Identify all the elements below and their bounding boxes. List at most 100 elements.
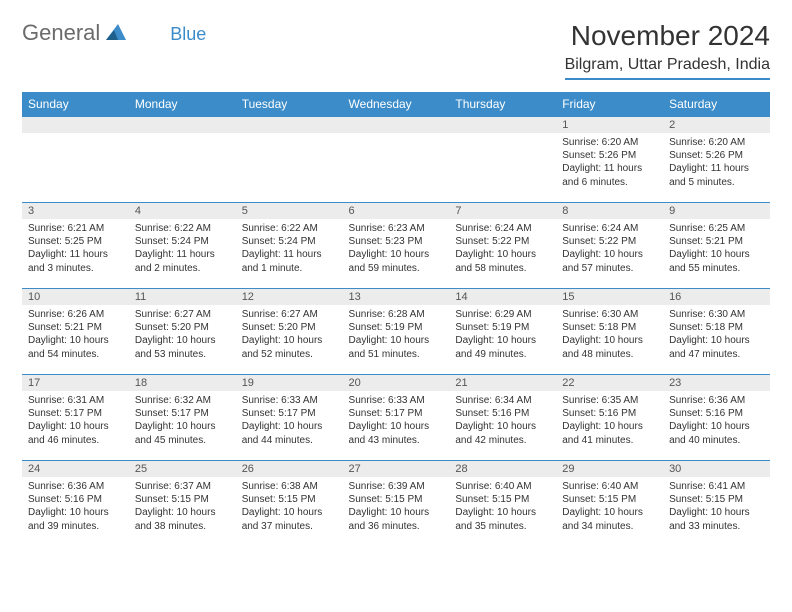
sunset-line: Sunset: 5:19 PM bbox=[455, 321, 550, 334]
daylight-line: Daylight: 10 hours and 59 minutes. bbox=[349, 248, 444, 274]
weekday-header: Thursday bbox=[449, 92, 556, 117]
calendar-cell: 28Sunrise: 6:40 AMSunset: 5:15 PMDayligh… bbox=[449, 461, 556, 547]
calendar-cell: 4Sunrise: 6:22 AMSunset: 5:24 PMDaylight… bbox=[129, 203, 236, 289]
day-number: 26 bbox=[236, 461, 343, 477]
daylight-line: Daylight: 11 hours and 5 minutes. bbox=[669, 162, 764, 188]
day-number: 2 bbox=[663, 117, 770, 133]
daylight-line: Daylight: 10 hours and 39 minutes. bbox=[28, 506, 123, 532]
sunset-line: Sunset: 5:18 PM bbox=[562, 321, 657, 334]
day-body: Sunrise: 6:30 AMSunset: 5:18 PMDaylight:… bbox=[556, 305, 663, 365]
day-body: Sunrise: 6:31 AMSunset: 5:17 PMDaylight:… bbox=[22, 391, 129, 451]
daylight-line: Daylight: 11 hours and 2 minutes. bbox=[135, 248, 230, 274]
day-number: 25 bbox=[129, 461, 236, 477]
calendar-cell: 5Sunrise: 6:22 AMSunset: 5:24 PMDaylight… bbox=[236, 203, 343, 289]
sunrise-line: Sunrise: 6:41 AM bbox=[669, 480, 764, 493]
day-number: 27 bbox=[343, 461, 450, 477]
day-body: Sunrise: 6:34 AMSunset: 5:16 PMDaylight:… bbox=[449, 391, 556, 451]
sunrise-line: Sunrise: 6:22 AM bbox=[135, 222, 230, 235]
calendar-cell: 23Sunrise: 6:36 AMSunset: 5:16 PMDayligh… bbox=[663, 375, 770, 461]
calendar-cell: 2Sunrise: 6:20 AMSunset: 5:26 PMDaylight… bbox=[663, 117, 770, 203]
month-title: November 2024 bbox=[565, 20, 770, 52]
day-number: 21 bbox=[449, 375, 556, 391]
sunrise-line: Sunrise: 6:40 AM bbox=[455, 480, 550, 493]
daylight-line: Daylight: 10 hours and 47 minutes. bbox=[669, 334, 764, 360]
weekday-header: Saturday bbox=[663, 92, 770, 117]
sunset-line: Sunset: 5:15 PM bbox=[669, 493, 764, 506]
day-number: 24 bbox=[22, 461, 129, 477]
daylight-line: Daylight: 10 hours and 44 minutes. bbox=[242, 420, 337, 446]
day-body: Sunrise: 6:36 AMSunset: 5:16 PMDaylight:… bbox=[663, 391, 770, 451]
calendar-cell: 25Sunrise: 6:37 AMSunset: 5:15 PMDayligh… bbox=[129, 461, 236, 547]
calendar-cell: 12Sunrise: 6:27 AMSunset: 5:20 PMDayligh… bbox=[236, 289, 343, 375]
daylight-line: Daylight: 10 hours and 49 minutes. bbox=[455, 334, 550, 360]
daylight-line: Daylight: 11 hours and 3 minutes. bbox=[28, 248, 123, 274]
sunset-line: Sunset: 5:23 PM bbox=[349, 235, 444, 248]
sunset-line: Sunset: 5:21 PM bbox=[28, 321, 123, 334]
sunrise-line: Sunrise: 6:33 AM bbox=[349, 394, 444, 407]
day-body: Sunrise: 6:33 AMSunset: 5:17 PMDaylight:… bbox=[236, 391, 343, 451]
day-body: Sunrise: 6:25 AMSunset: 5:21 PMDaylight:… bbox=[663, 219, 770, 279]
logo-text-general: General bbox=[22, 20, 100, 46]
daylight-line: Daylight: 10 hours and 54 minutes. bbox=[28, 334, 123, 360]
daylight-line: Daylight: 10 hours and 46 minutes. bbox=[28, 420, 123, 446]
sunrise-line: Sunrise: 6:33 AM bbox=[242, 394, 337, 407]
sunset-line: Sunset: 5:15 PM bbox=[242, 493, 337, 506]
sunset-line: Sunset: 5:26 PM bbox=[562, 149, 657, 162]
day-number: 5 bbox=[236, 203, 343, 219]
sunrise-line: Sunrise: 6:30 AM bbox=[669, 308, 764, 321]
calendar-cell: 9Sunrise: 6:25 AMSunset: 5:21 PMDaylight… bbox=[663, 203, 770, 289]
sunrise-line: Sunrise: 6:22 AM bbox=[242, 222, 337, 235]
day-number: 17 bbox=[22, 375, 129, 391]
sunrise-line: Sunrise: 6:35 AM bbox=[562, 394, 657, 407]
sunset-line: Sunset: 5:22 PM bbox=[455, 235, 550, 248]
daylight-line: Daylight: 11 hours and 6 minutes. bbox=[562, 162, 657, 188]
day-number: 11 bbox=[129, 289, 236, 305]
location: Bilgram, Uttar Pradesh, India bbox=[565, 56, 770, 80]
sunrise-line: Sunrise: 6:20 AM bbox=[562, 136, 657, 149]
day-number: 7 bbox=[449, 203, 556, 219]
sunrise-line: Sunrise: 6:20 AM bbox=[669, 136, 764, 149]
sunrise-line: Sunrise: 6:29 AM bbox=[455, 308, 550, 321]
daylight-line: Daylight: 10 hours and 35 minutes. bbox=[455, 506, 550, 532]
calendar-cell: 30Sunrise: 6:41 AMSunset: 5:15 PMDayligh… bbox=[663, 461, 770, 547]
day-number: 9 bbox=[663, 203, 770, 219]
sunrise-line: Sunrise: 6:37 AM bbox=[135, 480, 230, 493]
calendar-table: SundayMondayTuesdayWednesdayThursdayFrid… bbox=[22, 92, 770, 547]
sunrise-line: Sunrise: 6:30 AM bbox=[562, 308, 657, 321]
calendar-cell: 27Sunrise: 6:39 AMSunset: 5:15 PMDayligh… bbox=[343, 461, 450, 547]
daylight-line: Daylight: 10 hours and 38 minutes. bbox=[135, 506, 230, 532]
day-body: Sunrise: 6:20 AMSunset: 5:26 PMDaylight:… bbox=[663, 133, 770, 193]
sunrise-line: Sunrise: 6:32 AM bbox=[135, 394, 230, 407]
daylight-line: Daylight: 10 hours and 53 minutes. bbox=[135, 334, 230, 360]
day-body: Sunrise: 6:41 AMSunset: 5:15 PMDaylight:… bbox=[663, 477, 770, 537]
day-number: 29 bbox=[556, 461, 663, 477]
day-number: 19 bbox=[236, 375, 343, 391]
calendar-cell bbox=[236, 117, 343, 203]
weekday-header: Wednesday bbox=[343, 92, 450, 117]
sunset-line: Sunset: 5:20 PM bbox=[135, 321, 230, 334]
sunset-line: Sunset: 5:16 PM bbox=[669, 407, 764, 420]
day-number: 18 bbox=[129, 375, 236, 391]
sunset-line: Sunset: 5:24 PM bbox=[242, 235, 337, 248]
sunrise-line: Sunrise: 6:28 AM bbox=[349, 308, 444, 321]
daylight-line: Daylight: 10 hours and 40 minutes. bbox=[669, 420, 764, 446]
day-body: Sunrise: 6:24 AMSunset: 5:22 PMDaylight:… bbox=[556, 219, 663, 279]
day-body: Sunrise: 6:24 AMSunset: 5:22 PMDaylight:… bbox=[449, 219, 556, 279]
day-body: Sunrise: 6:27 AMSunset: 5:20 PMDaylight:… bbox=[129, 305, 236, 365]
sunset-line: Sunset: 5:18 PM bbox=[669, 321, 764, 334]
calendar-body: 1Sunrise: 6:20 AMSunset: 5:26 PMDaylight… bbox=[22, 117, 770, 547]
calendar-head: SundayMondayTuesdayWednesdayThursdayFrid… bbox=[22, 92, 770, 117]
day-body: Sunrise: 6:37 AMSunset: 5:15 PMDaylight:… bbox=[129, 477, 236, 537]
day-number: 3 bbox=[22, 203, 129, 219]
daylight-line: Daylight: 10 hours and 45 minutes. bbox=[135, 420, 230, 446]
sunrise-line: Sunrise: 6:23 AM bbox=[349, 222, 444, 235]
daylight-line: Daylight: 10 hours and 42 minutes. bbox=[455, 420, 550, 446]
day-number: 4 bbox=[129, 203, 236, 219]
title-block: November 2024 Bilgram, Uttar Pradesh, In… bbox=[565, 20, 770, 80]
calendar-cell: 26Sunrise: 6:38 AMSunset: 5:15 PMDayligh… bbox=[236, 461, 343, 547]
daylight-line: Daylight: 10 hours and 34 minutes. bbox=[562, 506, 657, 532]
calendar-cell: 22Sunrise: 6:35 AMSunset: 5:16 PMDayligh… bbox=[556, 375, 663, 461]
day-body: Sunrise: 6:22 AMSunset: 5:24 PMDaylight:… bbox=[129, 219, 236, 279]
sunrise-line: Sunrise: 6:36 AM bbox=[669, 394, 764, 407]
sunrise-line: Sunrise: 6:34 AM bbox=[455, 394, 550, 407]
